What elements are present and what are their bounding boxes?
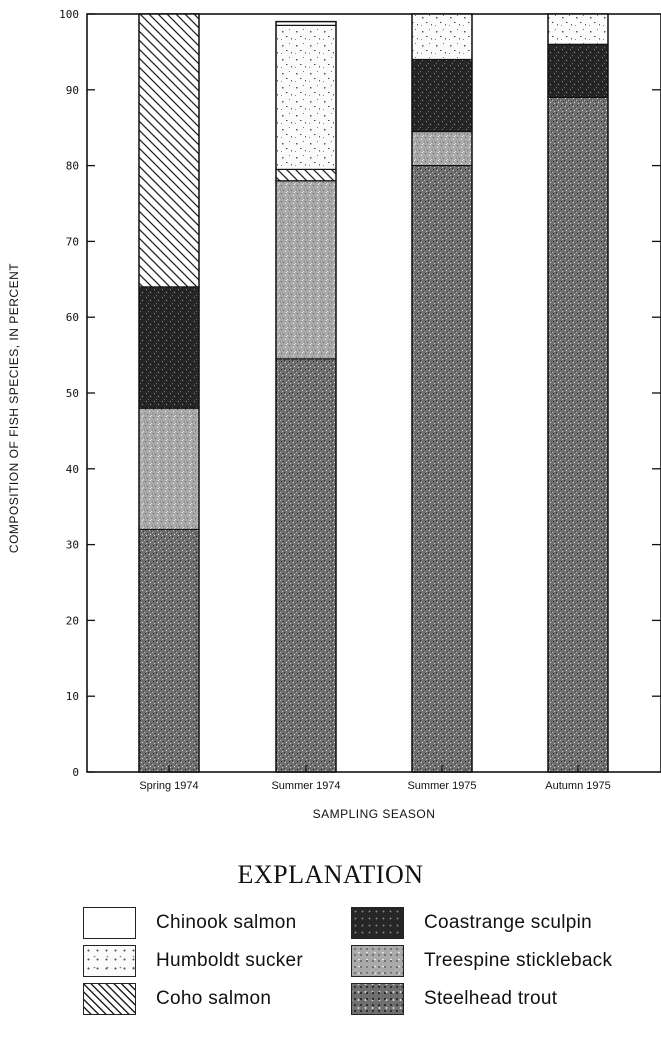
y-tick-label: 70 [66, 235, 79, 248]
bar-segment-coho-salmon [138, 13, 200, 288]
y-axis-title: COMPOSITION OF FISH SPECIES, IN PERCENT [7, 263, 21, 553]
legend-swatch [351, 907, 404, 939]
y-tick-label: 100 [59, 8, 79, 21]
legend-swatch [351, 983, 404, 1015]
legend-swatch [351, 945, 404, 977]
stacked-bar-chart: 0 10 20 30 40 50 60 70 80 90 100 Spring 1974 Summer… [7, 8, 661, 821]
bar-segment-humboldt-sucker [547, 13, 609, 45]
legend-swatch [83, 983, 136, 1015]
y-tick-label: 50 [66, 387, 79, 400]
bar-segment-treespine-stickleback [275, 180, 337, 360]
legend-label: Steelhead trout [424, 988, 558, 1009]
legend-title: EXPLANATION [237, 860, 424, 889]
legend-label: Humboldt sucker [156, 950, 304, 971]
bar-segment-steelhead-trout [275, 358, 337, 773]
y-tick-label: 40 [66, 463, 79, 476]
bar-segment-humboldt-sucker [275, 24, 337, 170]
x-category-label: Summer 1974 [271, 780, 340, 792]
bar-segment-coastrange-sculpin [547, 43, 609, 98]
bars [138, 13, 609, 773]
y-tick-label: 90 [66, 84, 79, 97]
legend-item-steelhead-trout: Steelhead trout [351, 982, 557, 1016]
bar-segment-humboldt-sucker [411, 13, 473, 61]
legend-label: Coastrange sculpin [424, 912, 593, 933]
x-axis: Spring 1974 Summer 1974 Summer 1975 Autumn … [139, 765, 611, 792]
y-tick-label: 30 [66, 539, 79, 552]
bar-segment-coastrange-sculpin [411, 58, 473, 133]
legend-item-treespine-stickleback: Treespine stickleback [351, 944, 612, 978]
bar-segment-steelhead-trout [411, 165, 473, 773]
legend-label: Coho salmon [156, 988, 272, 1009]
y-tick-label: 10 [66, 690, 79, 703]
y-tick-label: 60 [66, 311, 79, 324]
legend: EXPLANATION Chinook salmon Coastrange scu… [0, 860, 661, 1038]
y-tick-label: 0 [72, 766, 79, 779]
y-axis: 0 10 20 30 40 50 60 70 80 90 100 [59, 8, 95, 779]
legend-item-chinook-salmon: Chinook salmon [83, 906, 296, 940]
y-tick-label: 80 [66, 160, 79, 173]
bar-segment-steelhead-trout [138, 528, 200, 773]
x-category-label: Autumn 1975 [545, 780, 610, 792]
x-axis-title: SAMPLING SEASON [313, 807, 436, 821]
legend-swatch [83, 907, 136, 939]
x-category-label: Spring 1974 [139, 780, 198, 792]
x-category-label: Summer 1975 [407, 780, 476, 792]
bar-segment-treespine-stickleback [411, 130, 473, 167]
bar-segment-coho-salmon [275, 168, 337, 182]
legend-label: Treespine stickleback [424, 950, 613, 971]
legend-item-coastrange-sculpin: Coastrange sculpin [351, 906, 592, 940]
legend-label: Chinook salmon [156, 912, 297, 933]
legend-item-coho-salmon: Coho salmon [83, 982, 271, 1016]
bar-segment-coastrange-sculpin [138, 286, 200, 409]
y-tick-label: 20 [66, 614, 79, 627]
bar-segment-steelhead-trout [547, 96, 609, 773]
right-axis-ticks [652, 89, 661, 697]
bar-segment-treespine-stickleback [138, 407, 200, 531]
legend-swatch [83, 945, 136, 977]
legend-item-humboldt-sucker: Humboldt sucker [83, 944, 303, 978]
